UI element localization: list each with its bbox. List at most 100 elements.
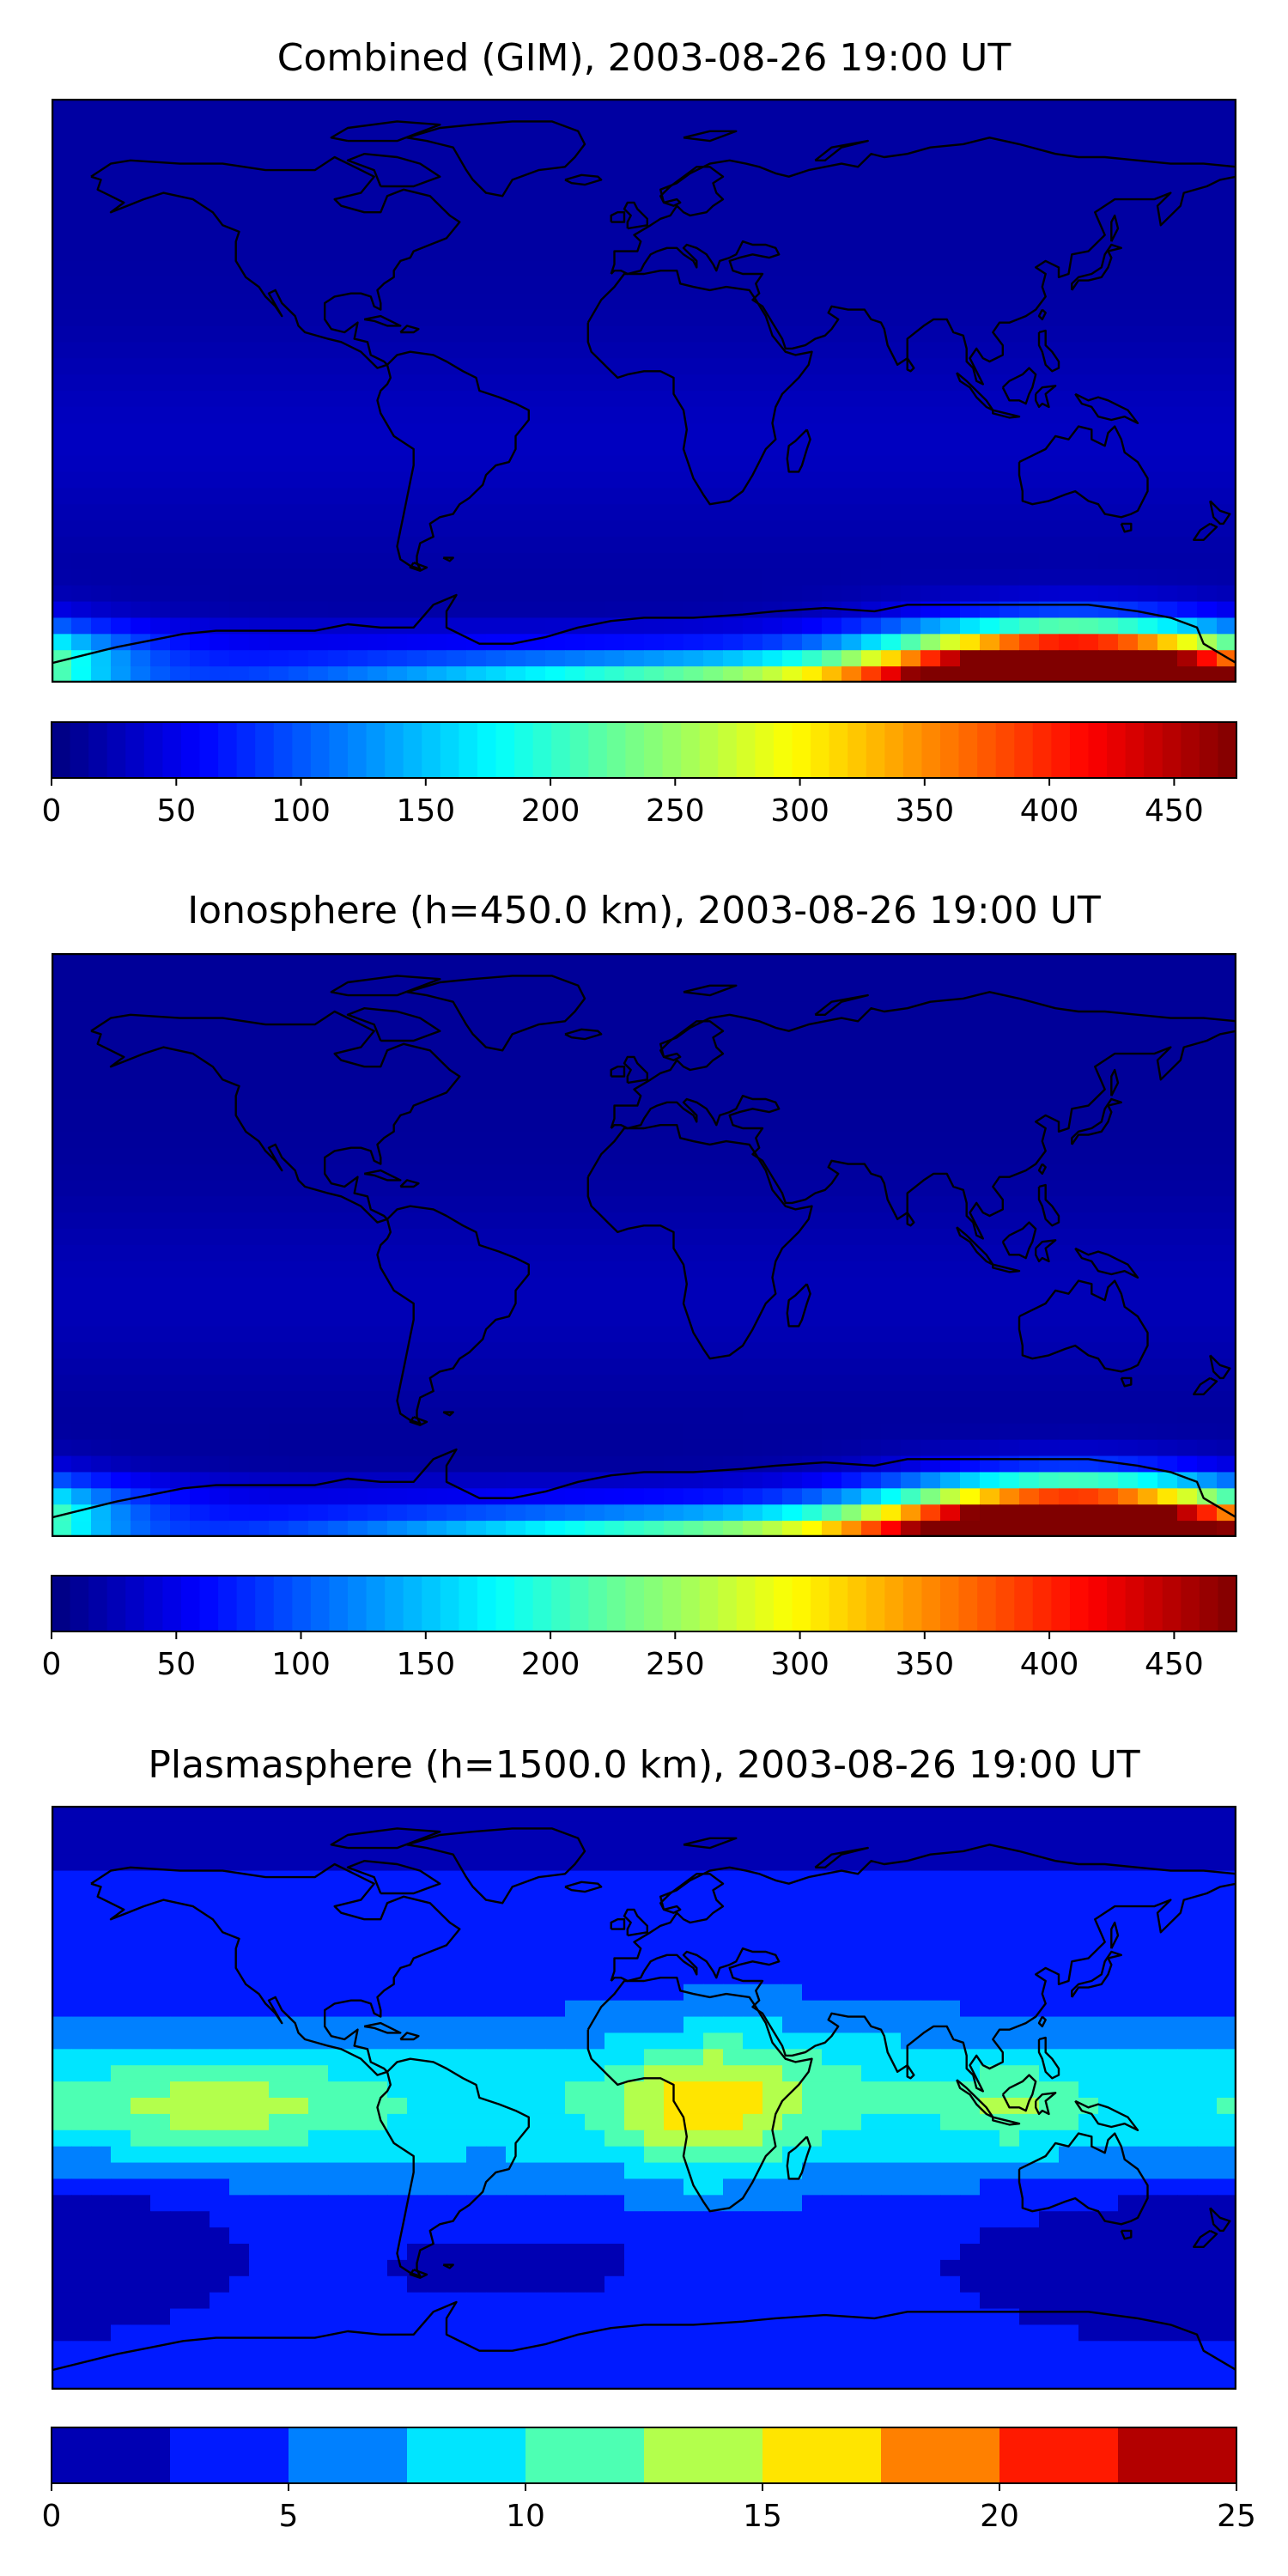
field-cell bbox=[269, 342, 289, 359]
field-cell bbox=[52, 1131, 72, 1149]
field-cell bbox=[170, 617, 191, 635]
colorbar-swatch bbox=[1199, 721, 1219, 778]
field-cell bbox=[111, 1245, 131, 1262]
field-cell bbox=[960, 439, 981, 457]
field-cell bbox=[170, 634, 191, 651]
field-cell bbox=[526, 374, 546, 392]
field-cell bbox=[1059, 293, 1079, 311]
field-cell bbox=[486, 1342, 507, 1359]
field-cell bbox=[52, 666, 72, 683]
field-cell bbox=[703, 537, 724, 554]
field-cell bbox=[980, 1870, 1000, 1888]
field-cell bbox=[703, 568, 724, 586]
field-cell bbox=[506, 1342, 526, 1359]
field-cell bbox=[585, 1050, 605, 1067]
field-cell bbox=[999, 1034, 1020, 1051]
field-cell bbox=[545, 1423, 566, 1441]
field-cell bbox=[210, 634, 230, 651]
field-cell bbox=[1177, 179, 1198, 197]
field-cell bbox=[210, 552, 230, 570]
field-cell bbox=[940, 114, 961, 132]
field-cell bbox=[486, 537, 507, 554]
coastline-hispaniola bbox=[399, 325, 420, 334]
field-cell bbox=[1138, 1293, 1158, 1311]
field-cell bbox=[861, 1050, 882, 1067]
field-cell bbox=[190, 634, 210, 651]
field-cell bbox=[1039, 439, 1060, 457]
field-cell bbox=[822, 1488, 842, 1505]
field-cell bbox=[1098, 537, 1119, 554]
field-cell bbox=[52, 953, 72, 970]
field-cell bbox=[71, 1375, 92, 1392]
field-cell bbox=[111, 1806, 131, 1823]
field-cell bbox=[368, 1326, 388, 1343]
field-cell bbox=[565, 1375, 586, 1392]
field-cell bbox=[1118, 1423, 1139, 1441]
field-cell bbox=[585, 471, 605, 489]
field-cell bbox=[1157, 1001, 1178, 1019]
field-cell bbox=[743, 260, 763, 278]
field-cell bbox=[585, 212, 605, 229]
field-cell bbox=[782, 196, 803, 213]
field-cell bbox=[881, 1886, 902, 1904]
field-cell bbox=[940, 1375, 961, 1392]
field-cell bbox=[328, 422, 349, 440]
field-cell bbox=[348, 1309, 368, 1327]
field-cell bbox=[91, 228, 112, 246]
field-cell bbox=[545, 1196, 566, 1213]
field-cell bbox=[387, 953, 408, 970]
field-cell bbox=[703, 309, 724, 327]
field-cell bbox=[1157, 1821, 1178, 1839]
field-cell bbox=[762, 537, 783, 554]
field-cell bbox=[1138, 1391, 1158, 1408]
field-cell bbox=[170, 504, 191, 521]
field-cell bbox=[901, 1034, 921, 1051]
coastline-cuba bbox=[363, 314, 402, 327]
field-cell bbox=[1078, 1099, 1099, 1116]
field-cell bbox=[466, 1277, 487, 1295]
field-cell bbox=[131, 1838, 151, 1856]
field-cell bbox=[841, 1870, 862, 1888]
field-cell bbox=[1157, 1277, 1178, 1295]
field-cell bbox=[683, 1423, 704, 1441]
field-cell bbox=[999, 1196, 1020, 1213]
field-cell bbox=[368, 601, 388, 619]
field-cell bbox=[91, 1115, 112, 1133]
field-cell bbox=[585, 1326, 605, 1343]
field-cell bbox=[940, 1342, 961, 1359]
field-cell bbox=[368, 342, 388, 359]
field-cell bbox=[190, 1521, 210, 1537]
field-cell bbox=[1059, 471, 1079, 489]
field-cell bbox=[644, 504, 665, 521]
colorbar-swatch bbox=[699, 721, 719, 778]
field-cell bbox=[782, 1854, 803, 1872]
field-cell bbox=[447, 1115, 467, 1133]
field-cell bbox=[605, 471, 625, 489]
field-cell bbox=[960, 422, 981, 440]
field-cell bbox=[71, 1001, 92, 1019]
field-cell bbox=[249, 1147, 270, 1165]
field-cell bbox=[1177, 1115, 1198, 1133]
field-cell bbox=[328, 1229, 349, 1246]
field-cell bbox=[111, 520, 131, 538]
field-cell bbox=[210, 276, 230, 295]
field-cell bbox=[150, 455, 171, 473]
field-cell bbox=[407, 1131, 428, 1149]
field-cell bbox=[762, 179, 783, 197]
field-cell bbox=[210, 1903, 230, 1920]
field-cell bbox=[71, 617, 92, 635]
field-cell bbox=[841, 1342, 862, 1359]
field-cell bbox=[526, 1083, 546, 1100]
field-cell bbox=[289, 245, 309, 262]
field-cell bbox=[1177, 1066, 1198, 1084]
field-cell bbox=[91, 1358, 112, 1376]
field-cell bbox=[447, 1196, 467, 1213]
field-cell bbox=[1059, 1163, 1079, 1182]
field-cell bbox=[229, 666, 250, 683]
field-cell bbox=[407, 953, 428, 970]
field-cell bbox=[960, 985, 981, 1003]
field-cell bbox=[782, 537, 803, 554]
field-cell bbox=[822, 985, 842, 1003]
field-cell bbox=[328, 1806, 349, 1823]
field-cell bbox=[447, 601, 467, 619]
